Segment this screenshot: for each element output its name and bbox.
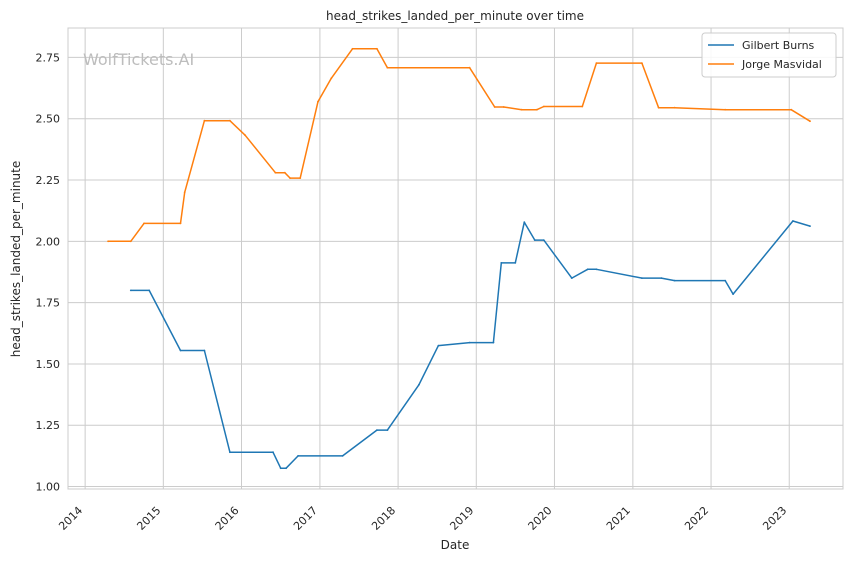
y-tick-label: 1.75 <box>36 297 61 310</box>
data-point-gilbert-burns <box>468 341 471 344</box>
chart-title: head_strikes_landed_per_minute over time <box>326 9 584 23</box>
data-point-gilbert-burns <box>792 220 794 222</box>
data-point-gilbert-burns <box>570 277 573 279</box>
data-point-jorge-masvidal <box>809 120 811 123</box>
y-tick-label: 2.00 <box>36 235 61 248</box>
y-tick-label: 2.25 <box>36 174 61 187</box>
data-point-jorge-masvidal <box>493 106 496 108</box>
data-point-jorge-masvidal <box>386 66 389 69</box>
data-point-jorge-masvidal <box>376 47 378 50</box>
data-point-jorge-masvidal <box>143 222 145 225</box>
data-point-gilbert-burns <box>673 279 676 282</box>
data-point-gilbert-burns <box>732 293 734 295</box>
data-point-gilbert-burns <box>809 225 811 228</box>
data-point-gilbert-burns <box>179 349 182 352</box>
data-point-gilbert-burns <box>341 455 344 457</box>
data-point-jorge-masvidal <box>657 106 660 109</box>
data-point-gilbert-burns <box>203 349 206 352</box>
data-point-gilbert-burns <box>129 289 132 292</box>
data-point-jorge-masvidal <box>274 171 277 174</box>
data-point-gilbert-burns <box>376 429 378 431</box>
data-point-gilbert-burns <box>272 451 274 454</box>
data-point-jorge-masvidal <box>283 171 286 174</box>
legend: Gilbert Burns Jorge Masvidal <box>701 32 837 78</box>
y-tick-label: 2.50 <box>36 113 61 126</box>
data-point-jorge-masvidal <box>107 240 109 243</box>
data-point-gilbert-burns <box>724 279 727 282</box>
data-point-jorge-masvidal <box>468 66 471 69</box>
data-point-gilbert-burns <box>437 344 440 347</box>
data-point-gilbert-burns <box>641 277 643 279</box>
y-gridlines <box>68 56 843 488</box>
series-layer <box>107 47 811 470</box>
data-point-jorge-masvidal <box>595 62 598 64</box>
data-point-gilbert-burns <box>595 268 598 271</box>
data-point-gilbert-burns <box>500 262 503 264</box>
data-point-jorge-masvidal <box>203 119 206 122</box>
data-point-jorge-masvidal <box>673 106 676 109</box>
data-point-jorge-masvidal <box>542 105 545 108</box>
data-point-gilbert-burns <box>148 289 151 292</box>
y-tick-label: 2.75 <box>36 51 61 64</box>
data-point-gilbert-burns <box>386 429 389 431</box>
data-point-jorge-masvidal <box>244 134 247 137</box>
data-point-jorge-masvidal <box>179 222 182 225</box>
data-point-gilbert-burns <box>492 341 495 344</box>
plot-area <box>67 27 844 490</box>
legend-box <box>701 32 837 78</box>
y-tick-label: 1.50 <box>36 358 61 371</box>
data-point-jorge-masvidal <box>581 105 584 108</box>
data-point-jorge-masvidal <box>330 77 333 80</box>
data-point-gilbert-burns <box>542 239 545 242</box>
data-point-jorge-masvidal <box>183 191 186 194</box>
y-tick-labels: 1.00 1.25 1.50 1.75 2.00 2.25 2.50 2.75 <box>36 51 61 493</box>
data-point-jorge-masvidal <box>351 47 354 50</box>
data-point-gilbert-burns <box>523 221 526 224</box>
data-point-gilbert-burns <box>297 455 299 457</box>
data-point-jorge-masvidal <box>289 177 291 180</box>
data-point-jorge-masvidal <box>129 240 132 243</box>
data-point-jorge-masvidal <box>790 108 793 111</box>
y-tick-label: 1.00 <box>36 481 61 494</box>
y-tick-label: 1.25 <box>36 419 61 432</box>
data-point-jorge-masvidal <box>229 119 231 122</box>
watermark-text: WolfTickets.AI <box>83 50 194 69</box>
data-point-jorge-masvidal <box>641 62 643 64</box>
data-point-gilbert-burns <box>229 451 231 454</box>
data-point-gilbert-burns <box>660 277 663 279</box>
y-axis-label: head_strikes_landed_per_minute <box>9 161 23 358</box>
data-point-gilbert-burns <box>285 467 287 470</box>
data-point-jorge-masvidal <box>536 108 538 111</box>
data-point-gilbert-burns <box>279 467 282 470</box>
data-point-gilbert-burns <box>514 262 517 264</box>
data-point-gilbert-burns <box>418 383 420 386</box>
legend-label-gilbert-burns: Gilbert Burns <box>742 39 815 52</box>
data-point-jorge-masvidal <box>299 177 302 180</box>
data-point-jorge-masvidal <box>502 106 505 108</box>
data-point-jorge-masvidal <box>317 100 319 103</box>
data-point-jorge-masvidal <box>724 108 727 111</box>
data-point-gilbert-burns <box>533 239 536 242</box>
x-gridlines <box>84 28 790 489</box>
data-point-gilbert-burns <box>586 268 589 271</box>
x-axis-label: Date <box>441 538 470 552</box>
legend-label-jorge-masvidal: Jorge Masvidal <box>741 58 822 71</box>
data-point-jorge-masvidal <box>520 108 523 111</box>
